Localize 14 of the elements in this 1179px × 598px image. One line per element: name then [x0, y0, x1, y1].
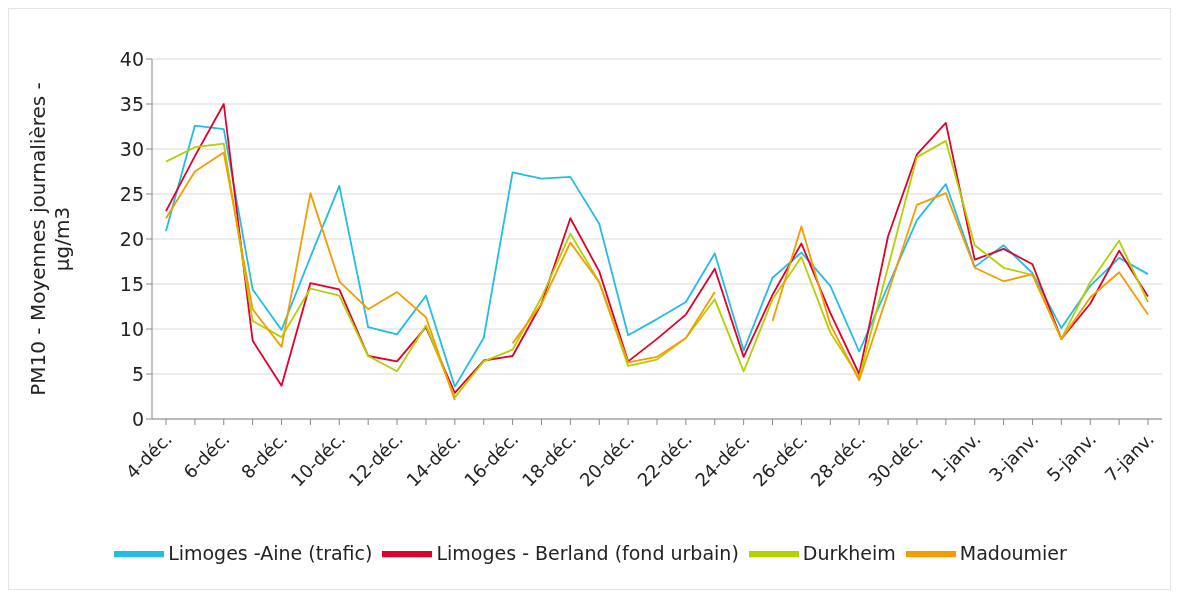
y-tick-label: 30 — [119, 137, 144, 160]
y-axis-title: PM10 - Moyennes journalières - µg/m3 — [26, 82, 74, 396]
y-tick-label: 15 — [119, 272, 144, 295]
legend-label: Limoges -Aine (trafic) — [168, 541, 373, 564]
y-tick-label: 35 — [119, 92, 144, 115]
y-tick-label: 5 — [131, 362, 144, 385]
legend-label: Durkheim — [802, 541, 896, 564]
y-tick-label: 25 — [119, 182, 144, 205]
y-tick-label: 10 — [119, 317, 144, 340]
y-tick-label: 20 — [119, 227, 144, 250]
y-tick-label: 40 — [119, 47, 144, 70]
legend-label: Madoumier — [959, 541, 1067, 564]
y-tick-label: 0 — [131, 407, 144, 430]
legend-label: Limoges - Berland (fond urbain) — [436, 541, 739, 564]
